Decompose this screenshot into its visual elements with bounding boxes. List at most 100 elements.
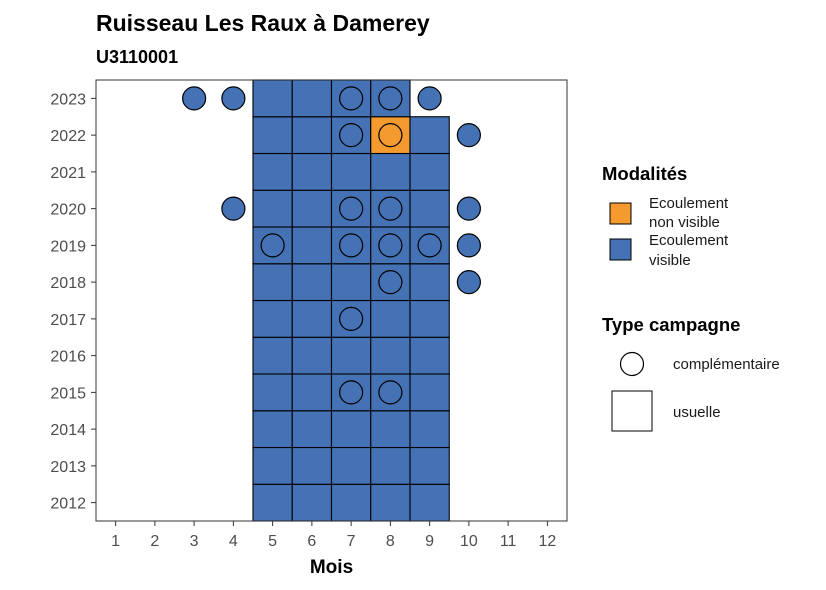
tile-2013-7 xyxy=(330,446,372,485)
point-2019-5 xyxy=(260,233,285,258)
tile-2012-6 xyxy=(291,483,333,522)
tile-2022-5 xyxy=(252,116,293,155)
tile-2022-9 xyxy=(409,116,450,155)
point-2019-8 xyxy=(378,233,403,258)
points-layer xyxy=(182,86,481,405)
tile-2013-9 xyxy=(409,446,450,485)
point-2022-10 xyxy=(456,123,481,148)
x-tick-label-6: 6 xyxy=(307,533,316,550)
tile-2014-7 xyxy=(330,410,372,449)
tile-2023-5 xyxy=(252,79,293,118)
y-tick-label-2013: 2013 xyxy=(50,459,86,476)
tile-2021-5 xyxy=(252,152,293,191)
tile-2019-6 xyxy=(291,226,333,265)
point-2018-8 xyxy=(378,270,403,295)
point-2023-8 xyxy=(378,86,403,111)
point-2023-7 xyxy=(339,86,364,111)
tile-2013-8 xyxy=(370,446,411,485)
y-tick-label-2017: 2017 xyxy=(50,312,86,329)
tile-2017-5 xyxy=(252,299,293,338)
point-2017-7 xyxy=(339,306,364,331)
tile-2020-6 xyxy=(291,189,333,228)
y-tick-label-2021: 2021 xyxy=(50,165,86,182)
y-tick-label-2014: 2014 xyxy=(50,422,86,439)
tile-2014-9 xyxy=(409,410,450,449)
y-tick-label-2018: 2018 xyxy=(50,275,86,292)
tile-2012-5 xyxy=(252,483,293,522)
tile-2018-5 xyxy=(252,263,293,302)
point-2015-8 xyxy=(378,380,403,405)
point-2022-8 xyxy=(378,123,403,148)
tile-2012-9 xyxy=(409,483,450,522)
tile-2014-6 xyxy=(291,410,333,449)
x-axis: 1 2 3 4 5 6 7 8 9 10 11 12 xyxy=(111,521,556,550)
chart-subtitle: U3110001 xyxy=(96,47,178,67)
x-tick-label-7: 7 xyxy=(347,533,356,550)
y-tick-label-2020: 2020 xyxy=(50,202,86,219)
tile-2017-9 xyxy=(409,299,450,338)
tile-2012-7 xyxy=(330,483,372,522)
x-tick-label-2: 2 xyxy=(150,533,159,550)
point-2023-9 xyxy=(417,86,442,111)
y-tick-label-2019: 2019 xyxy=(50,238,86,255)
tile-2015-9 xyxy=(409,373,450,412)
plot-panel-border xyxy=(95,79,568,522)
x-axis-label: Mois xyxy=(310,557,353,578)
point-2020-4 xyxy=(221,196,246,221)
x-tick-label-10: 10 xyxy=(460,533,478,550)
tile-2018-6 xyxy=(291,263,333,302)
chart-title: Ruisseau Les Raux à Damerey xyxy=(96,10,430,36)
tile-2018-7 xyxy=(330,263,372,302)
point-2018-10 xyxy=(456,270,481,295)
y-tick-label-2012: 2012 xyxy=(50,496,86,513)
x-tick-label-11: 11 xyxy=(500,533,517,550)
legend-key-usuelle xyxy=(611,390,653,432)
legend-key-ecoulement-non-visible xyxy=(609,202,632,225)
legend-key-complementaire xyxy=(619,351,645,377)
tile-2016-7 xyxy=(330,336,372,375)
tile-2014-8 xyxy=(370,410,411,449)
tile-2016-8 xyxy=(370,336,411,375)
legend-modalites-title: Modalités xyxy=(602,163,687,184)
tiles-layer xyxy=(252,79,450,522)
point-2019-10 xyxy=(456,233,481,258)
tile-2017-8 xyxy=(370,299,411,338)
legend-type-campagne-title: Type campagne xyxy=(602,314,740,335)
tile-2015-5 xyxy=(252,373,293,412)
x-tick-label-9: 9 xyxy=(425,533,434,550)
y-tick-label-2022: 2022 xyxy=(50,128,86,145)
x-tick-label-12: 12 xyxy=(538,533,556,550)
point-2023-4 xyxy=(221,86,246,111)
point-2019-7 xyxy=(339,233,364,258)
tile-2015-6 xyxy=(291,373,333,412)
x-tick-label-5: 5 xyxy=(268,533,277,550)
tile-2017-6 xyxy=(291,299,333,338)
x-tick-label-8: 8 xyxy=(386,533,395,550)
legend-modalites: Modalités Ecoulement non visible Ecoulem… xyxy=(602,163,729,269)
tile-2016-5 xyxy=(252,336,293,375)
tile-2023-6 xyxy=(291,79,333,118)
point-2023-3 xyxy=(182,86,207,111)
x-tick-label-1: 1 xyxy=(111,533,120,550)
tile-2016-9 xyxy=(409,336,450,375)
tile-2020-5 xyxy=(252,189,293,228)
legend-label-ecoulement-visible-line1: Ecoulement xyxy=(649,232,729,249)
legend-label-usuelle: usuelle xyxy=(673,404,721,421)
legend-label-ecoulement-non-visible-line1: Ecoulement xyxy=(649,195,729,212)
y-tick-label-2023: 2023 xyxy=(50,91,86,108)
legend-label-ecoulement-visible-line2: visible xyxy=(649,252,691,269)
tile-2012-8 xyxy=(370,483,411,522)
point-2019-9 xyxy=(417,233,442,258)
point-2020-7 xyxy=(339,196,364,221)
x-tick-label-3: 3 xyxy=(190,533,199,550)
legend-label-ecoulement-non-visible-line2: non visible xyxy=(649,214,720,231)
point-2020-8 xyxy=(378,196,403,221)
y-tick-label-2016: 2016 xyxy=(50,349,86,366)
legend-label-complementaire: complémentaire xyxy=(673,356,780,373)
legend-type-campagne: Type campagne complémentaire usuelle xyxy=(602,314,780,432)
tile-2013-5 xyxy=(252,446,293,485)
legend-key-ecoulement-visible xyxy=(609,238,632,261)
x-tick-label-4: 4 xyxy=(229,533,238,550)
point-2020-10 xyxy=(456,196,481,221)
